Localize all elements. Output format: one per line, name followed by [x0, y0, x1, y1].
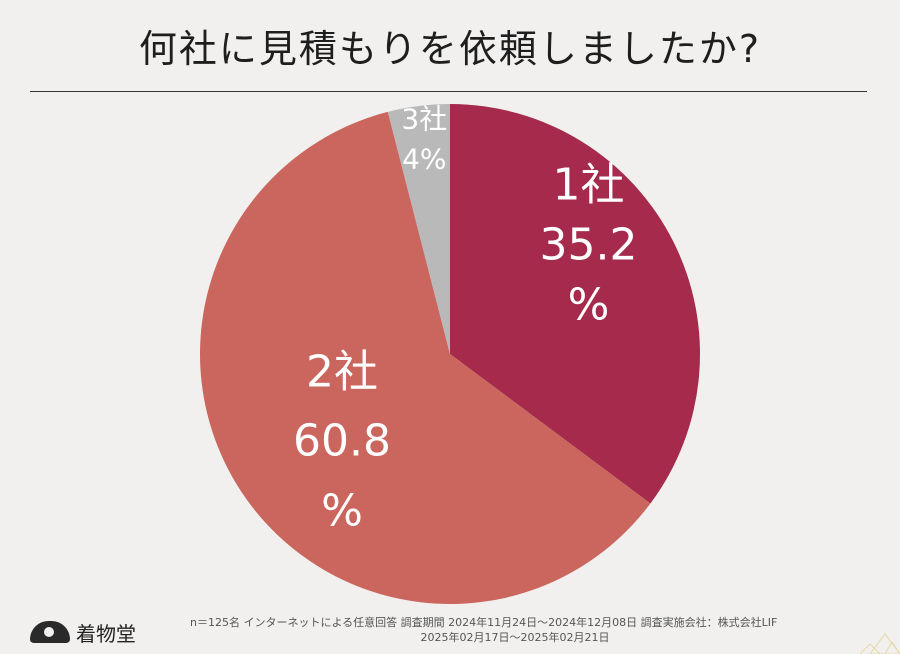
slice-label-2: 2社: [306, 346, 378, 397]
pie-slice-1: [450, 104, 701, 504]
slice-unit-2: %: [321, 485, 363, 536]
brand-name: 着物堂: [76, 621, 136, 646]
pie-slice-2: [200, 111, 651, 604]
corner-decoration: [859, 633, 900, 654]
slice-unit-1: %: [568, 280, 610, 331]
title-divider: [30, 91, 867, 92]
footnote-line-1: n＝125名 インターネットによる任意回答 調査期間 2024年11月24日〜2…: [190, 616, 778, 629]
brand-logo: 着物堂: [30, 618, 136, 646]
pie-slice-3: [387, 104, 450, 354]
pie-chart: 1社 35.2% 2社 60.8% 3社 4%: [200, 103, 701, 604]
slice-value-2: 60.8: [293, 415, 391, 466]
slice-value-3: 4%: [402, 143, 446, 176]
slice-label-3: 3社: [401, 103, 447, 136]
fan-icon: [30, 621, 70, 643]
survey-footnote: n＝125名 インターネットによる任意回答 調査期間 2024年11月24日〜2…: [190, 615, 840, 645]
slice-value-1: 35.2: [540, 220, 638, 271]
slice-label-1: 1社: [553, 160, 625, 211]
footnote-line-2: 2025年02月17日〜2025年02月21日: [420, 631, 610, 644]
chart-title: 何社に見積もりを依頼しましたか?: [138, 27, 762, 71]
